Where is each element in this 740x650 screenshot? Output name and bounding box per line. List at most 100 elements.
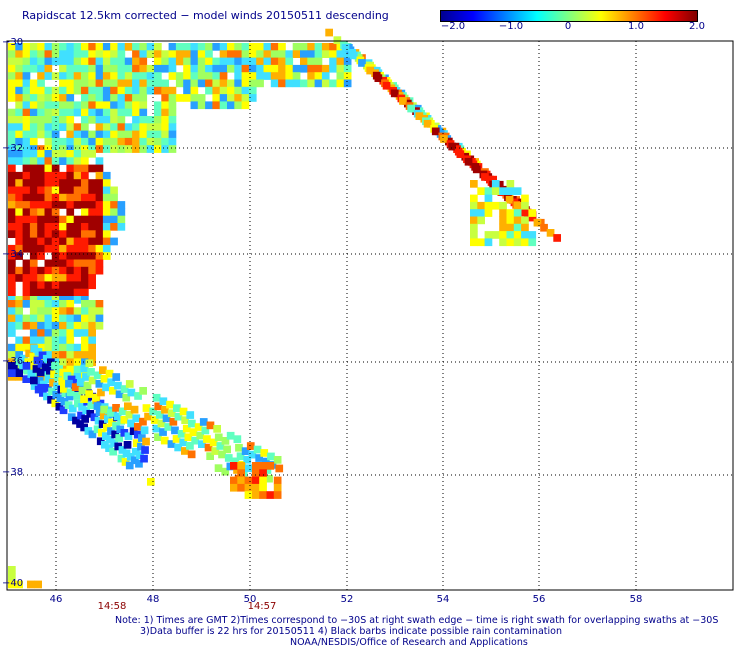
swath-cell: [51, 164, 60, 173]
swath-cell: [513, 231, 522, 239]
swath-cell: [270, 50, 279, 58]
swath-cell: [183, 57, 191, 66]
swath-cells: [8, 28, 561, 589]
swath-cell: [59, 373, 67, 381]
swath-cell: [234, 50, 242, 58]
swath-cell: [51, 314, 60, 323]
swath-cell: [521, 223, 529, 232]
swath-cell: [206, 452, 214, 460]
swath-cell: [66, 351, 75, 359]
swath-cell: [117, 50, 126, 58]
swath-cell: [343, 79, 352, 88]
swath-cell: [226, 431, 235, 440]
swath-cell: [227, 86, 235, 95]
swath-cell: [132, 108, 140, 117]
swath-cell: [278, 64, 286, 73]
swath-cell: [110, 64, 118, 73]
swath-cell: [183, 50, 191, 58]
swath-cell: [108, 418, 116, 427]
swath-cell: [8, 281, 16, 290]
swath-cell: [528, 238, 537, 247]
swath-cell: [59, 281, 67, 290]
swath-cell: [110, 116, 118, 124]
swath-cell: [267, 452, 275, 461]
swath-cell: [37, 307, 45, 315]
swath-cell: [88, 64, 96, 73]
swath-cell: [59, 201, 67, 209]
swath-cell: [44, 274, 53, 282]
swath-cell: [506, 223, 515, 232]
swath-cell: [88, 201, 96, 209]
swath-cell: [88, 266, 96, 275]
swath-cell: [273, 476, 282, 485]
swath-cell: [448, 142, 456, 151]
swath-cell: [182, 424, 191, 433]
swath-cell: [137, 442, 145, 451]
swath-cell: [190, 79, 199, 88]
swath-cell: [73, 351, 82, 359]
swath-cell: [241, 50, 250, 58]
swath-cell: [73, 237, 82, 246]
swath-cell: [51, 266, 60, 275]
swath-cell: [22, 314, 31, 323]
swath-cell: [117, 208, 126, 217]
swath-cell: [15, 266, 23, 275]
swath-cell: [8, 307, 16, 315]
swath-cell: [59, 314, 67, 323]
swath-cell: [8, 116, 16, 124]
lon-label: 50: [243, 594, 257, 605]
swath-cell: [60, 397, 69, 406]
swath-cell: [470, 231, 478, 239]
swath-cell: [102, 208, 111, 217]
swath-cell: [44, 108, 53, 117]
swath-cell: [248, 72, 257, 80]
swath-cell: [248, 64, 257, 73]
swath-cell: [81, 50, 89, 58]
swath-cell: [174, 443, 182, 452]
swath-cell: [95, 108, 104, 117]
lat-label: −32: [2, 143, 24, 154]
swath-cell: [65, 392, 74, 401]
swath-cell: [139, 79, 148, 88]
swath-cell: [142, 404, 151, 412]
swath-cell: [118, 446, 127, 454]
swath-cell: [110, 439, 118, 447]
swath-cell: [45, 375, 53, 384]
swath-cell: [278, 43, 286, 51]
swath-cell: [256, 43, 264, 51]
swath-cell: [154, 433, 162, 441]
swath-cell: [231, 457, 240, 466]
swath-cell: [59, 274, 67, 282]
swath-cell: [470, 201, 478, 210]
swath-cell: [197, 94, 206, 102]
swath-cell: [59, 252, 67, 260]
swath-cell: [88, 208, 96, 217]
swath-cell: [59, 266, 67, 275]
swath-cell: [22, 193, 31, 202]
swath-cell: [15, 171, 23, 180]
swath-cell: [37, 43, 45, 51]
swath-cell: [142, 437, 150, 446]
swath-cell: [44, 43, 53, 51]
swath-cell: [147, 478, 155, 486]
swath-cell: [51, 171, 60, 180]
swath-cell: [88, 430, 97, 439]
swath-cell: [81, 57, 89, 66]
swath-cell: [117, 454, 126, 463]
swath-cell: [273, 483, 282, 492]
swath-cell: [88, 86, 96, 95]
swath-cell: [125, 461, 134, 470]
swath-cell: [37, 186, 45, 195]
swath-cell: [77, 411, 85, 420]
swath-cell: [102, 244, 111, 253]
swath-cell: [92, 393, 100, 402]
swath-cell: [136, 451, 144, 459]
swath-cell: [499, 187, 507, 195]
swath-cell: [553, 234, 561, 242]
swath-cell: [263, 466, 272, 474]
swath-cell: [44, 164, 53, 173]
swath-cell: [34, 580, 42, 589]
swath-cell: [139, 86, 148, 95]
swath-cell: [300, 43, 308, 51]
swath-cell: [29, 336, 38, 345]
